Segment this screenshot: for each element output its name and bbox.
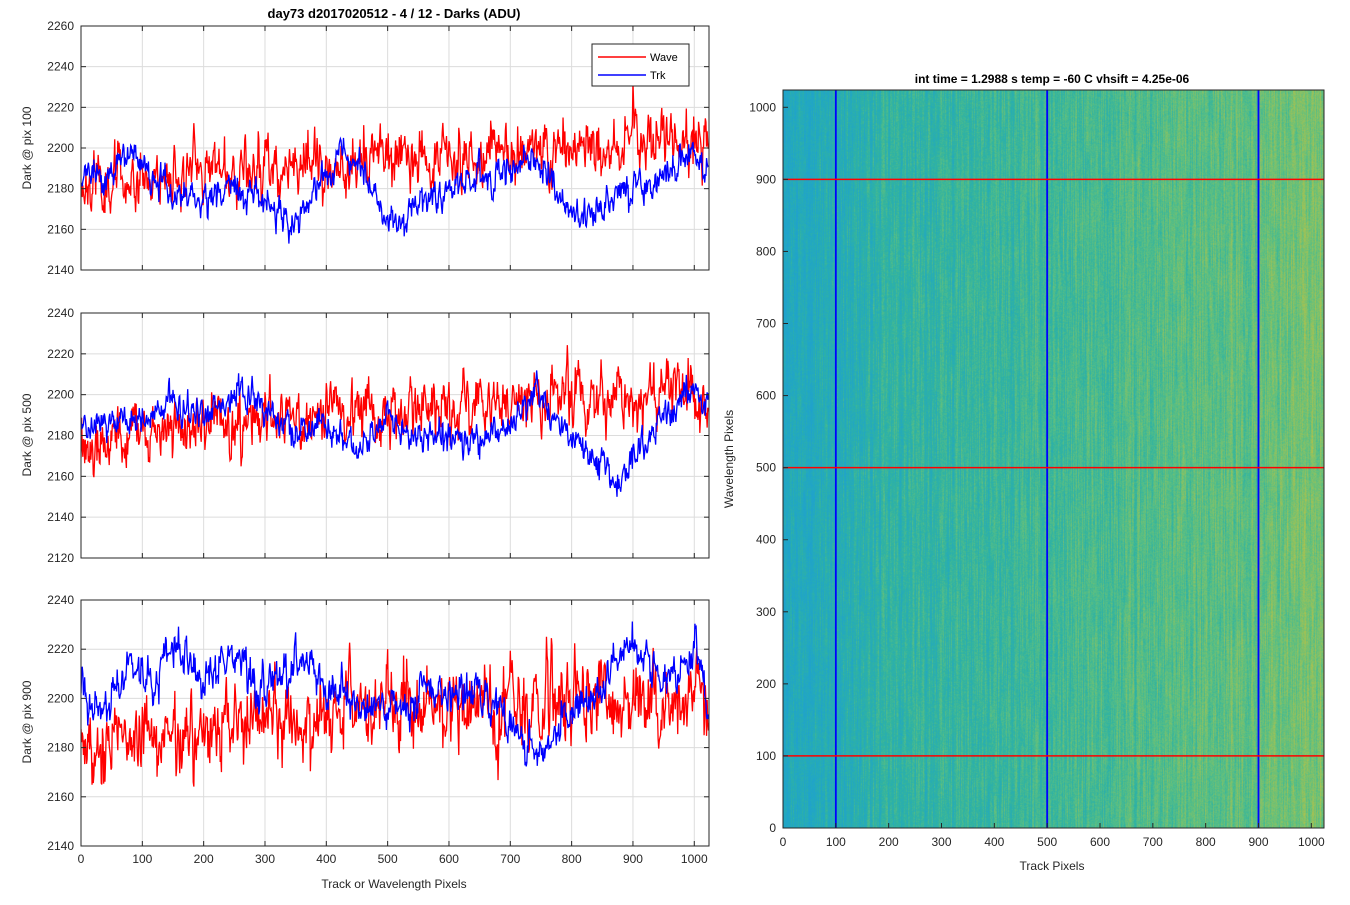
y-tick-label: 700 [756, 317, 776, 331]
y-tick-label: 2180 [47, 741, 74, 755]
x-tick-label: 700 [1143, 835, 1163, 849]
y-tick-label: 2160 [47, 469, 74, 483]
legend-trk-label: Trk [650, 70, 666, 82]
x-tick-label: 400 [984, 835, 1004, 849]
series-line-trk [81, 621, 709, 767]
x-tick-label: 600 [1090, 835, 1110, 849]
y-tick-label: 1000 [749, 100, 776, 114]
y-tick-label: 2220 [47, 347, 74, 361]
x-axis-label: Track Pixels [1020, 859, 1085, 873]
series-line-trk [81, 370, 709, 497]
x-tick-label: 200 [194, 852, 214, 866]
y-tick-label: 2180 [47, 429, 74, 443]
x-tick-label: 900 [1248, 835, 1268, 849]
dark-frame-heatmap-panel: int time = 1.2988 s temp = -60 C vhsift … [722, 72, 1325, 873]
grid [81, 313, 709, 558]
y-tick-label: 2240 [47, 306, 74, 320]
y-tick-label: 2200 [47, 691, 74, 705]
y-tick-label: 2160 [47, 222, 74, 236]
y-tick-label: 2220 [47, 100, 74, 114]
y-tick-label: 2220 [47, 642, 74, 656]
x-tick-label: 500 [1037, 835, 1057, 849]
y-tick-label: 2240 [47, 60, 74, 74]
y-tick-label: 400 [756, 533, 776, 547]
y-tick-label: 2140 [47, 839, 74, 853]
x-tick-label: 0 [78, 852, 85, 866]
x-tick-label: 0 [780, 835, 787, 849]
heatmap-image [783, 90, 1324, 828]
y-axis-label: Dark @ pix 500 [20, 393, 34, 476]
heatmap-title: int time = 1.2988 s temp = -60 C vhsift … [915, 72, 1190, 86]
legend-box [591, 43, 690, 87]
y-tick-label: 2120 [47, 551, 74, 565]
x-tick-label: 800 [1196, 835, 1216, 849]
x-tick-label: 100 [132, 852, 152, 866]
x-tick-label: 100 [826, 835, 846, 849]
dark-pix-500-panel: Dark @ pix 500 2120 2140 2160 2180 2200 2220 2… [20, 306, 710, 565]
x-tick-label: 800 [562, 852, 582, 866]
series-line-wave [81, 81, 709, 214]
dark-pix-900-panel: Dark @ pix 900 Track or Wavelength Pixel… [20, 593, 710, 891]
y-tick-label: 2140 [47, 510, 74, 524]
y-tick-label: 900 [756, 172, 776, 186]
y-tick-label: 2140 [47, 263, 74, 277]
y-tick-label: 2160 [47, 790, 74, 804]
y-tick-label: 200 [756, 677, 776, 691]
y-tick-label: 300 [756, 605, 776, 619]
x-axis-label: Track or Wavelength Pixels [321, 877, 466, 891]
y-tick-label: 800 [756, 244, 776, 258]
y-tick-label: 600 [756, 389, 776, 403]
legend-wave-label: Wave [650, 52, 678, 64]
y-tick-label: 2240 [47, 593, 74, 607]
x-tick-label: 300 [931, 835, 951, 849]
y-axis-label: Wavelength Pixels [722, 410, 736, 508]
x-tick-label: 400 [316, 852, 336, 866]
series-line-wave [81, 345, 709, 478]
chart-title: day73 d2017020512 - 4 / 12 - Darks (ADU) [268, 6, 521, 21]
y-axis-label: Dark @ pix 900 [20, 680, 34, 763]
axes-box [782, 89, 1325, 829]
y-tick-label: 0 [769, 821, 776, 835]
dark-pix-100-panel: day73 d2017020512 - 4 / 12 - Darks (ADU)… [20, 6, 710, 277]
y-tick-label: 2200 [47, 388, 74, 402]
series-line-wave [81, 636, 709, 787]
y-tick-label: 2260 [47, 19, 74, 33]
x-tick-label: 200 [879, 835, 899, 849]
x-tick-label: 700 [500, 852, 520, 866]
x-tick-label: 900 [623, 852, 643, 866]
legend: Wave Trk [591, 43, 690, 87]
y-tick-label: 100 [756, 749, 776, 763]
x-tick-label: 500 [378, 852, 398, 866]
y-tick-label: 500 [756, 461, 776, 475]
y-axis-label: Dark @ pix 100 [20, 106, 34, 189]
axes-box [80, 599, 710, 847]
y-tick-label: 2200 [47, 141, 74, 155]
series-line-trk [81, 136, 709, 244]
x-tick-label: 600 [439, 852, 459, 866]
x-tick-label: 1000 [681, 852, 708, 866]
y-tick-label: 2180 [47, 182, 74, 196]
x-tick-label: 300 [255, 852, 275, 866]
x-tick-label: 1000 [1298, 835, 1325, 849]
